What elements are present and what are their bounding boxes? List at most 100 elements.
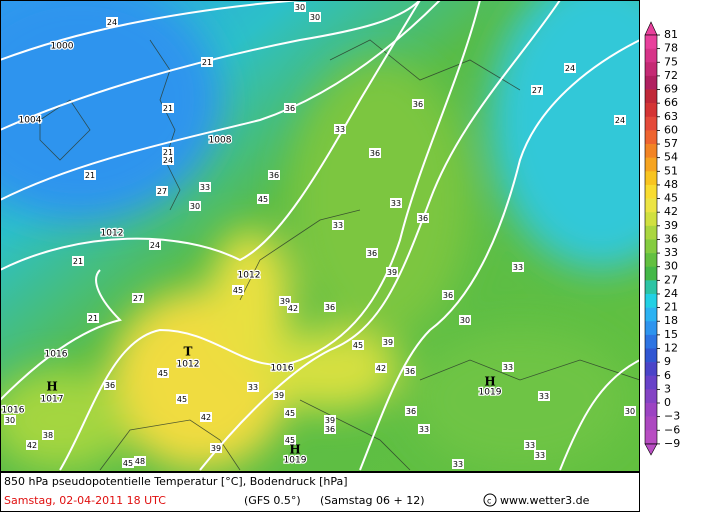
isobar-label: 1012 bbox=[238, 271, 261, 281]
temperature-label: 36 bbox=[367, 249, 377, 258]
legend-label: 69 bbox=[664, 83, 678, 96]
legend-band bbox=[645, 212, 657, 227]
legend-band bbox=[645, 171, 657, 186]
temperature-label: 36 bbox=[413, 100, 423, 109]
legend-label: 63 bbox=[664, 110, 678, 123]
label-box bbox=[294, 2, 306, 12]
label-box bbox=[442, 290, 454, 300]
label-box bbox=[459, 315, 471, 325]
label-box bbox=[390, 198, 402, 208]
legend-label: 15 bbox=[664, 328, 678, 341]
legend-band bbox=[645, 184, 657, 199]
legend-band bbox=[645, 62, 657, 77]
copyright-icon bbox=[483, 493, 497, 507]
temperature-label: 36 bbox=[443, 291, 453, 300]
legend-band bbox=[645, 362, 657, 377]
legend-label: 45 bbox=[664, 192, 678, 205]
label-box bbox=[257, 194, 269, 204]
footer-model: (GFS 0.5°) bbox=[244, 494, 301, 507]
label-box bbox=[200, 412, 212, 422]
legend-label: 54 bbox=[664, 151, 678, 164]
label-box bbox=[404, 366, 416, 376]
label-box bbox=[87, 313, 99, 323]
legend-band bbox=[645, 89, 657, 104]
label-box bbox=[284, 435, 296, 445]
isobar-label: 1000 bbox=[51, 42, 74, 52]
isobar-label: 1017 bbox=[41, 395, 64, 405]
temperature-label: 30 bbox=[310, 13, 320, 22]
legend-label: 39 bbox=[664, 219, 678, 232]
legend-label: 57 bbox=[664, 137, 678, 150]
legend-label: 36 bbox=[664, 232, 678, 245]
legend-label: 0 bbox=[664, 396, 671, 409]
temperature-label: 33 bbox=[248, 383, 258, 392]
label-box bbox=[375, 363, 387, 373]
temperature-label: 39 bbox=[325, 416, 335, 425]
temperature-label: 33 bbox=[335, 125, 345, 134]
temperature-label: 39 bbox=[211, 444, 221, 453]
temperature-label: 42 bbox=[288, 304, 298, 313]
label-box bbox=[382, 337, 394, 347]
temperature-label: 36 bbox=[325, 425, 335, 434]
legend-label: 24 bbox=[664, 287, 678, 300]
temperature-label: 33 bbox=[419, 425, 429, 434]
legend-band bbox=[645, 266, 657, 281]
temperature-label: 21 bbox=[163, 148, 173, 157]
footer-box bbox=[0, 472, 640, 512]
footer-title: 850 hPa pseudopotentielle Temperatur [°C… bbox=[4, 475, 348, 488]
label-box bbox=[412, 99, 424, 109]
temperature-label: 36 bbox=[325, 303, 335, 312]
isobar-label: 1004 bbox=[19, 116, 42, 126]
label-box bbox=[284, 103, 296, 113]
legend-label: −6 bbox=[664, 423, 680, 436]
label-box bbox=[232, 285, 244, 295]
isobar-label: 1016 bbox=[271, 364, 294, 374]
temperature-label: 27 bbox=[532, 86, 542, 95]
legend-band bbox=[645, 198, 657, 213]
legend-label: 81 bbox=[664, 28, 678, 41]
legend-label: 27 bbox=[664, 273, 678, 286]
temperature-label: 45 bbox=[233, 286, 243, 295]
label-box bbox=[132, 293, 144, 303]
label-box bbox=[268, 170, 280, 180]
label-box bbox=[162, 147, 174, 157]
legend-label: 18 bbox=[664, 314, 678, 327]
temperature-label: 36 bbox=[370, 149, 380, 158]
footer-site: www.wetter3.de bbox=[500, 494, 590, 507]
temperature-label: 38 bbox=[43, 431, 53, 440]
legend-label: 12 bbox=[664, 341, 678, 354]
legend-band bbox=[645, 75, 657, 90]
temperature-label: 33 bbox=[200, 183, 210, 192]
legend-band bbox=[645, 348, 657, 363]
label-box bbox=[210, 443, 222, 453]
legend-label: 66 bbox=[664, 96, 678, 109]
temperature-label: 45 bbox=[285, 409, 295, 418]
legend-label: 72 bbox=[664, 69, 678, 82]
temperature-label: 33 bbox=[513, 263, 523, 272]
label-box bbox=[366, 248, 378, 258]
label-box bbox=[247, 382, 259, 392]
label-box bbox=[614, 115, 626, 125]
temperature-label: 27 bbox=[157, 187, 167, 196]
temperature-label: 39 bbox=[387, 268, 397, 277]
legend-band bbox=[645, 103, 657, 118]
label-box bbox=[287, 303, 299, 313]
label-box bbox=[352, 340, 364, 350]
temperature-label: 39 bbox=[280, 297, 290, 306]
legend-label: 48 bbox=[664, 178, 678, 191]
legend-band bbox=[645, 403, 657, 417]
temperature-label: 48 bbox=[135, 457, 145, 466]
label-box bbox=[26, 440, 38, 450]
label-box bbox=[189, 201, 201, 211]
temperature-label: 33 bbox=[535, 451, 545, 460]
legend-band bbox=[645, 157, 657, 172]
legend-label: 42 bbox=[664, 205, 678, 218]
temperature-label: 21 bbox=[163, 104, 173, 113]
legend-band bbox=[645, 130, 657, 145]
temperature-label: 21 bbox=[202, 58, 212, 67]
label-box bbox=[157, 368, 169, 378]
temperature-label: 36 bbox=[406, 407, 416, 416]
legend-label: 75 bbox=[664, 55, 678, 68]
temperature-label: 30 bbox=[295, 3, 305, 12]
label-box bbox=[273, 390, 285, 400]
